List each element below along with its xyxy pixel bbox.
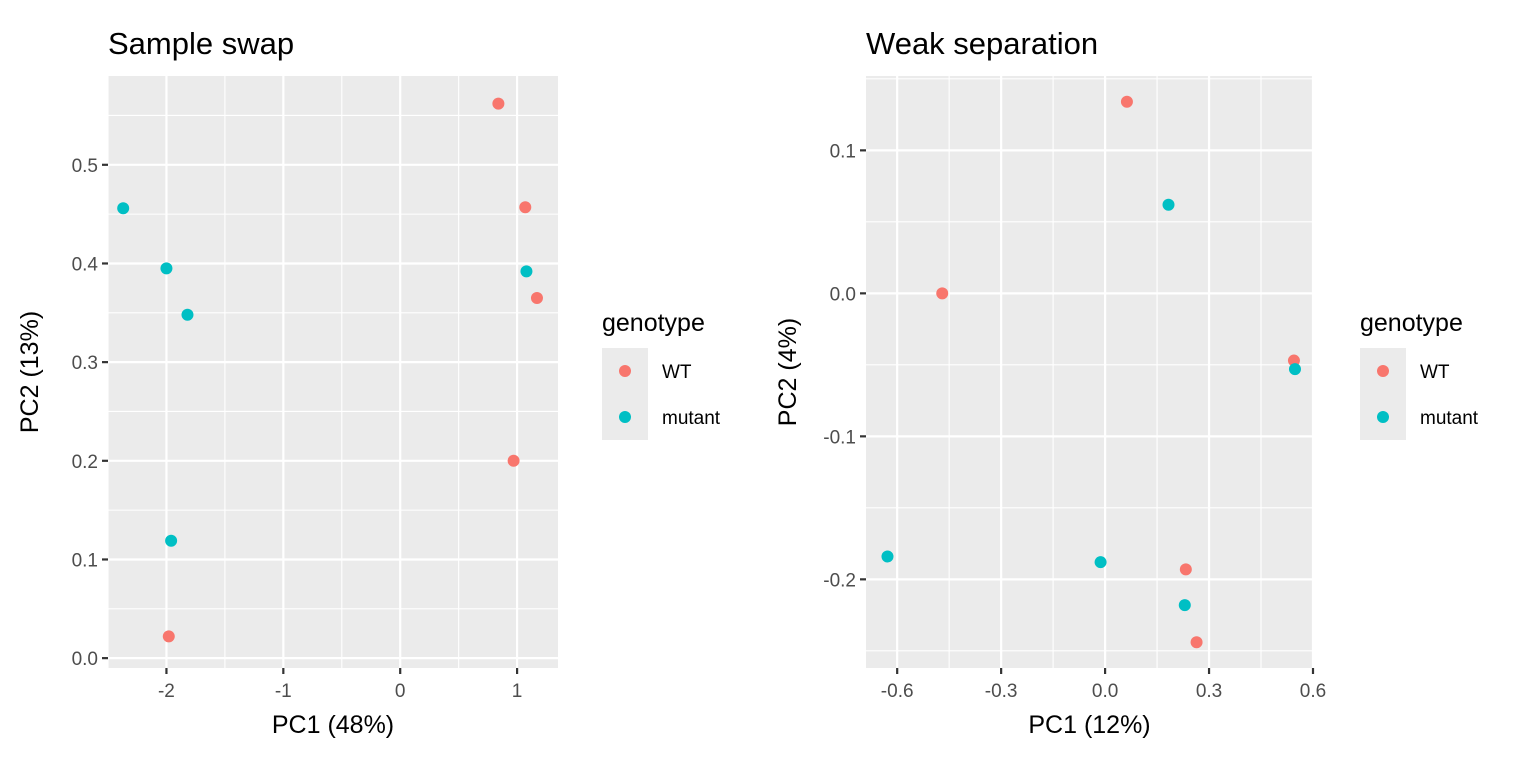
legend-key-wt	[619, 365, 631, 377]
y-tick-label: 0.3	[72, 353, 98, 374]
chart-title: Sample swap	[108, 26, 294, 61]
x-tick-label: 1	[512, 681, 523, 702]
legend-label: WT	[1420, 362, 1450, 383]
y-tick-label: 0.1	[830, 141, 856, 162]
data-point-mutant	[117, 202, 130, 215]
y-tick-label: 0.0	[72, 649, 98, 670]
plot-panel-background	[108, 76, 558, 668]
data-point-mutant	[1178, 599, 1191, 612]
y-tick-label: -0.1	[823, 427, 856, 448]
legend-title: genotype	[602, 309, 705, 337]
data-point-wt	[1190, 636, 1203, 649]
data-point-wt	[519, 201, 532, 214]
legend-key-background	[602, 348, 648, 440]
y-tick-label: 0.0	[830, 284, 856, 305]
data-point-wt	[1179, 563, 1192, 576]
y-axis-title: PC2 (13%)	[16, 311, 44, 433]
data-point-wt	[507, 454, 520, 467]
y-tick-label: 0.4	[72, 254, 99, 275]
plot-panel-background	[866, 76, 1313, 668]
x-axis-title: PC1 (12%)	[1028, 711, 1150, 739]
x-tick-label: 0.6	[1300, 681, 1326, 702]
x-tick-label: -0.6	[881, 681, 914, 702]
y-tick-label: 0.5	[72, 156, 98, 177]
legend-key-mutant	[619, 411, 631, 423]
y-tick-label: 0.1	[72, 550, 98, 571]
x-tick-label: -1	[275, 681, 292, 702]
y-axis-title: PC2 (4%)	[774, 318, 802, 426]
legend-label: WT	[662, 362, 692, 383]
y-tick-label: 0.2	[72, 452, 98, 473]
data-point-wt	[492, 97, 505, 110]
legend-key-wt	[1377, 365, 1389, 377]
legend-key-mutant	[1377, 411, 1389, 423]
x-tick-label: -0.3	[985, 681, 1018, 702]
data-point-mutant	[1288, 363, 1301, 376]
data-point-wt	[530, 292, 543, 304]
data-point-wt	[1120, 95, 1133, 108]
chart-title: Weak separation	[866, 26, 1098, 61]
data-point-wt	[162, 630, 175, 643]
legend-label: mutant	[1420, 408, 1479, 429]
data-point-wt	[936, 287, 949, 300]
data-point-mutant	[160, 262, 173, 275]
data-point-mutant	[1094, 556, 1107, 569]
data-point-mutant	[881, 550, 894, 563]
x-axis-title: PC1 (48%)	[272, 711, 394, 739]
data-point-mutant	[181, 308, 194, 321]
x-tick-label: 0.0	[1092, 681, 1118, 702]
legend-label: mutant	[662, 408, 721, 429]
data-point-mutant	[1162, 198, 1175, 211]
legend-title: genotype	[1360, 309, 1463, 337]
x-tick-label: 0	[395, 681, 406, 702]
legend-key-background	[1360, 348, 1406, 440]
x-tick-label: 0.3	[1196, 681, 1222, 702]
y-tick-label: -0.2	[823, 570, 856, 591]
data-point-mutant	[520, 265, 533, 278]
data-point-mutant	[165, 534, 178, 547]
x-tick-label: -2	[158, 681, 175, 702]
